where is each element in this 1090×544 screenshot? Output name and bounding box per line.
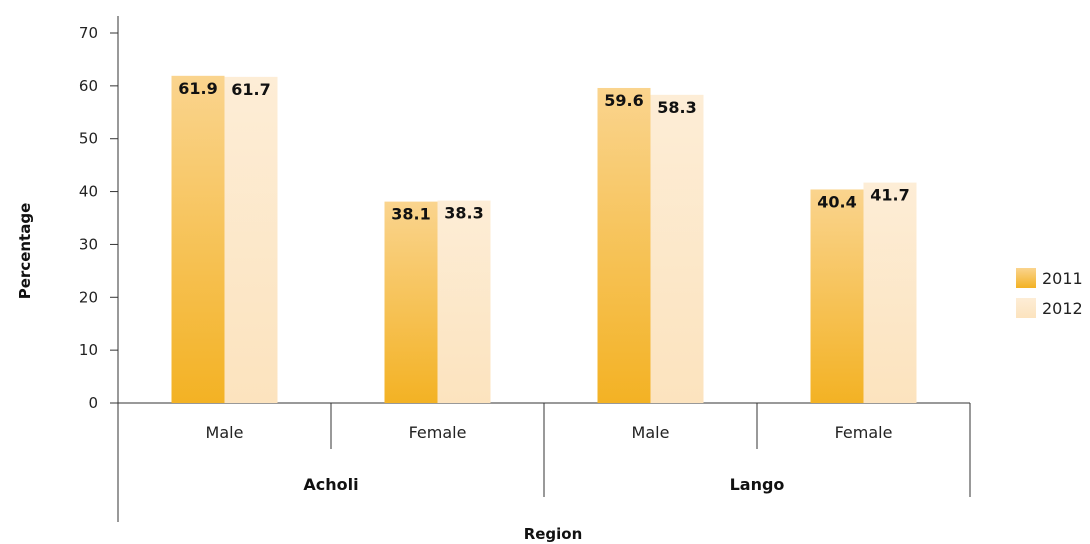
x-group-label: Lango — [730, 475, 785, 494]
y-tick-label: 10 — [79, 341, 98, 359]
x-axis-title: Region — [524, 525, 583, 543]
legend-swatch-2012 — [1016, 298, 1036, 318]
x-group-label: Acholi — [303, 475, 358, 494]
y-axis: 0 10 20 30 40 50 60 70 — [79, 16, 119, 522]
bar-2012-2 — [650, 94, 704, 403]
bar-2012-0 — [224, 76, 278, 403]
legend-swatch-2011 — [1016, 268, 1036, 288]
y-tick-label: 30 — [79, 235, 98, 253]
data-label: 38.3 — [444, 204, 483, 223]
legend-label: 2012 — [1042, 299, 1083, 318]
x-category-label: Male — [206, 423, 244, 442]
data-label: 59.6 — [604, 91, 643, 110]
legend: 2011 2012 — [1016, 268, 1083, 318]
data-label: 38.1 — [391, 205, 430, 224]
y-tick-label: 60 — [79, 77, 98, 95]
legend-label: 2011 — [1042, 269, 1083, 288]
y-axis-title: Percentage — [16, 203, 34, 300]
y-tick-label: 50 — [79, 130, 98, 148]
data-label: 61.7 — [231, 80, 270, 99]
data-labels: 61.9 61.7 38.1 38.3 59.6 58.3 40.4 41.7 — [178, 79, 909, 224]
bar-2011-2 — [597, 87, 651, 403]
bar-2011-1 — [384, 201, 438, 403]
data-label: 41.7 — [870, 186, 909, 205]
data-label: 40.4 — [817, 192, 856, 211]
data-label: 61.9 — [178, 79, 217, 98]
x-category-label: Female — [835, 423, 893, 442]
bar-2011-0 — [171, 75, 225, 404]
bar-2011-3 — [810, 189, 864, 403]
bar-2012-1 — [437, 200, 491, 403]
y-tick-label: 70 — [79, 24, 98, 42]
x-category-label: Male — [632, 423, 670, 442]
data-label: 58.3 — [657, 98, 696, 117]
y-tick-label: 0 — [88, 394, 98, 412]
y-tick-label: 20 — [79, 288, 98, 306]
x-axis: Male Female Male Female Acholi Lango — [110, 402, 971, 497]
bar-2012-3 — [863, 182, 917, 403]
y-tick-label: 40 — [79, 183, 98, 201]
x-category-label: Female — [409, 423, 467, 442]
bars — [171, 75, 917, 404]
